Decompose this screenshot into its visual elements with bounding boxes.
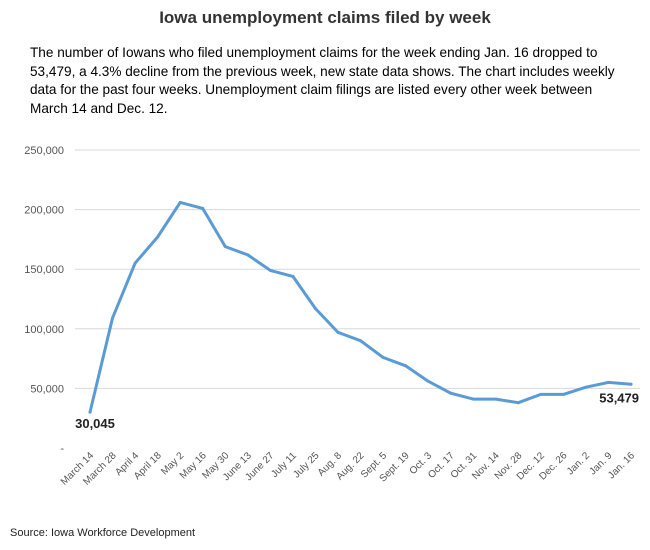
data-point <box>133 261 137 265</box>
data-point <box>291 274 295 278</box>
y-tick-label: 150,000 <box>24 264 64 276</box>
data-point <box>246 253 250 257</box>
data-point <box>88 410 92 414</box>
gridlines <box>75 149 640 389</box>
data-point <box>606 380 610 384</box>
data-point <box>268 268 272 272</box>
data-point <box>359 339 362 343</box>
data-point <box>584 385 588 389</box>
data-labels: 30,045 53,479 <box>75 390 639 431</box>
chart-description: The number of Iowans who filed unemploym… <box>30 45 615 116</box>
y-tick-label: - <box>60 443 64 455</box>
series-line-claims <box>88 200 633 414</box>
y-tick-label: 50,000 <box>30 383 64 395</box>
source-note: Source: Iowa Workforce Development <box>10 527 196 539</box>
data-point <box>426 379 430 383</box>
series-claims <box>88 200 633 414</box>
data-point <box>494 397 498 401</box>
data-point <box>561 392 565 396</box>
y-axis-tick-labels: - 50,000 100,000 150,000 200,000 250,000 <box>24 145 64 455</box>
data-point <box>178 200 182 204</box>
x-tick-label: Jan. 2 <box>565 450 592 477</box>
data-point <box>336 330 340 334</box>
data-point <box>629 382 633 386</box>
chart-title: Iowa unemployment claims filed by week <box>159 8 491 27</box>
data-point <box>516 401 520 405</box>
data-point <box>449 391 453 395</box>
data-point <box>111 316 115 320</box>
y-tick-label: 200,000 <box>24 205 64 217</box>
line-chart: - 50,000 100,000 150,000 200,000 250,000 Marc… <box>24 145 640 488</box>
data-point <box>471 397 475 401</box>
data-point <box>156 235 160 239</box>
data-label: 53,479 <box>599 390 639 405</box>
data-point <box>201 206 205 210</box>
data-point <box>381 355 385 359</box>
data-point <box>313 307 317 311</box>
x-tick-label: July 25 <box>291 450 321 480</box>
y-tick-label: 100,000 <box>24 324 64 336</box>
data-point <box>223 245 227 249</box>
data-label: 30,045 <box>75 416 115 431</box>
data-point <box>539 392 543 396</box>
y-tick-label: 250,000 <box>24 145 64 157</box>
data-point <box>404 364 408 368</box>
